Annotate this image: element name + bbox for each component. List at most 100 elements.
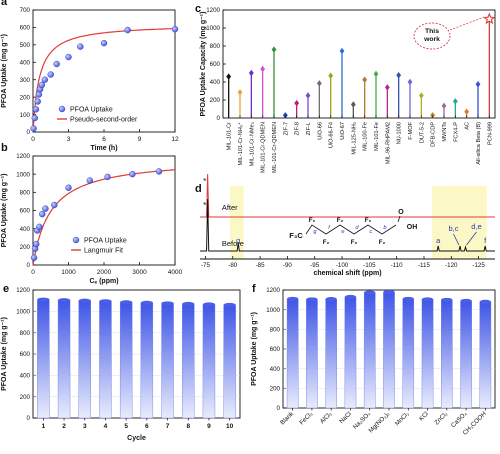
data-point-a-2 <box>32 106 40 113</box>
bar-cap-f-8 <box>441 297 453 302</box>
lollipop-head-c-13 <box>373 70 379 78</box>
legend-marker-b-points <box>72 236 80 244</box>
legend-label-a-points: PFOA Uptake <box>70 107 113 114</box>
data-point-a-4 <box>35 91 43 98</box>
y-tick-label-b-4: 800 <box>20 190 31 197</box>
x-tick-label-e-3: 4 <box>104 423 108 430</box>
y-tick-label-b-1: 200 <box>20 244 31 251</box>
data-point-b-7 <box>51 201 58 209</box>
bar-cap-f-0 <box>287 296 299 301</box>
x-tick-label-d-10: -125 <box>472 262 485 269</box>
structure-f3c: F₃C <box>289 231 303 240</box>
y-tick-label-f-2: 400 <box>270 366 281 373</box>
y-tick-label-e-6: 1200 <box>16 287 30 294</box>
x-tick-label-d-9: -120 <box>445 262 458 269</box>
y-tick-label-c-6: 1200 <box>206 7 220 14</box>
data-point-b-10 <box>104 173 111 181</box>
lollipop-head-c-8 <box>316 80 322 87</box>
x-axis-title-e: Cycle <box>127 435 146 442</box>
bar-e-7 <box>182 303 195 419</box>
bar-f-8 <box>441 299 453 409</box>
bar-f-7 <box>421 299 434 409</box>
structure-carbon-label-3: d <box>355 225 359 231</box>
panel-label-a: a <box>1 0 8 8</box>
x-tick-label-d-0: -75 <box>201 262 211 269</box>
star-marker-c <box>483 12 496 25</box>
x-axis-title-a: Time (h) <box>90 145 117 152</box>
lollipop-head-c-11 <box>350 101 356 108</box>
data-point-b-2 <box>32 240 40 248</box>
structure-f2-0: F₂ <box>309 217 316 224</box>
data-point-a-6 <box>38 81 46 89</box>
y-tick-label-f-4: 800 <box>270 327 281 334</box>
structure-f2-3: F₂ <box>351 239 358 246</box>
bar-cap-e-8 <box>202 302 215 307</box>
data-point-a-1 <box>31 114 38 122</box>
peak-label-a: a <box>436 236 441 245</box>
bar-cap-f-2 <box>325 297 337 302</box>
y-tick-label-c-2: 400 <box>210 79 221 86</box>
x-tick-label-f-0: Blank <box>279 410 296 427</box>
data-point-b-8 <box>65 184 72 191</box>
lollipop-head-c-22 <box>475 81 481 88</box>
lollipop-head-c-4 <box>271 46 277 53</box>
data-point-a-3 <box>34 98 41 105</box>
x-tick-label-c-8: UiO-66 <box>317 122 323 140</box>
legend-label-b-fit: Langmuir Fit <box>84 248 123 255</box>
x-tick-label-d-1: -80 <box>228 262 238 269</box>
data-point-a-13 <box>124 26 131 34</box>
structure-f2-2: F₂ <box>337 217 344 224</box>
x-tick-label-e-1: 2 <box>62 423 66 430</box>
lollipop-head-c-16 <box>407 78 413 86</box>
structure-carbon-label-2: e <box>341 229 345 235</box>
y-tick-label-f-3: 600 <box>270 346 281 353</box>
x-tick-label-c-18: DFB-CDP <box>431 122 437 147</box>
structure-f2-1: F₂ <box>323 239 330 246</box>
bar-e-2 <box>78 300 91 419</box>
data-point-a-10 <box>65 53 72 61</box>
x-tick-label-f-2: AlCl₃ <box>319 410 334 425</box>
x-tick-label-d-8: -115 <box>418 262 430 269</box>
structure-carbon-label-4: c <box>370 229 373 235</box>
x-tick-label-c-17: DUT-5-2 <box>419 122 425 143</box>
panel-label-e: e <box>3 283 9 295</box>
lollipop-head-c-17 <box>418 92 424 99</box>
bar-f-2 <box>325 298 337 409</box>
structure-carbon-label-5: b <box>383 225 387 231</box>
x-tick-label-c-5: ZIF-7 <box>283 122 289 135</box>
y-tick-label-e-0: 0 <box>27 415 31 422</box>
y-tick-label-f-0: 0 <box>277 405 281 412</box>
series-label-before: Before <box>222 239 244 248</box>
x-tick-label-c-3: MIL-101-Cr-QDMEN <box>261 122 267 173</box>
x-tick-label-e-6: 7 <box>166 423 170 430</box>
bar-f-3 <box>344 296 357 409</box>
bar-f-0 <box>286 298 299 409</box>
lollipop-head-c-18 <box>430 112 436 119</box>
y-tick-label-e-3: 600 <box>20 351 31 358</box>
structure-carbon-label-0: g <box>313 229 317 235</box>
y-tick-label-b-5: 1000 <box>16 171 30 178</box>
bar-cap-e-4 <box>120 300 133 305</box>
lollipop-head-c-15 <box>396 72 402 79</box>
bar-cap-f-9 <box>460 298 472 303</box>
lollipop-head-c-20 <box>452 98 458 105</box>
x-tick-label-c-7: ZIF-L <box>306 122 312 135</box>
x-tick-label-d-3: -90 <box>283 262 293 269</box>
peak-label-g: g <box>236 236 240 245</box>
series-label-after: After <box>222 203 238 212</box>
x-tick-label-f-7: KCl <box>418 410 430 422</box>
x-tick-label-a-2: 6 <box>102 136 106 143</box>
x-tick-label-a-3: 9 <box>138 136 142 143</box>
y-tick-label-a-3: 300 <box>20 77 31 84</box>
bar-f-4 <box>363 292 376 409</box>
legend-label-b-points: PFOA Uptake <box>84 238 127 245</box>
x-tick-label-c-15: NU-1000 <box>397 122 403 144</box>
peak-arrow-de <box>466 231 477 246</box>
structure-carbonyl-o: O <box>398 209 404 216</box>
bar-e-8 <box>202 304 216 419</box>
y-tick-label-b-3: 600 <box>20 208 31 215</box>
x-tick-label-c-19: MWNTs <box>442 122 448 142</box>
x-tick-label-c-11: MIL-125-NH₂ <box>351 122 357 155</box>
